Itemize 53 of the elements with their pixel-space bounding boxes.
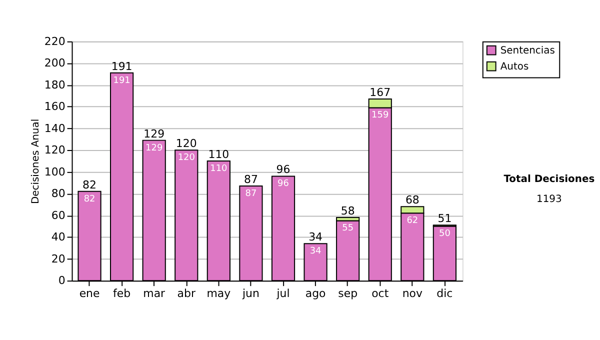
x-tick-label: abr — [177, 287, 196, 300]
total-label: 87 — [244, 172, 258, 186]
total-label: 51 — [438, 212, 452, 226]
y-tick-label: 0 — [58, 274, 66, 288]
x-tick-label: jun — [241, 287, 260, 300]
data-label: 159 — [372, 110, 389, 121]
total-label: 129 — [144, 127, 165, 140]
total-label: 110 — [208, 148, 230, 161]
legend-label: Sentencias — [500, 45, 555, 56]
data-label: 82 — [84, 194, 96, 204]
x-tick-label: jul — [276, 287, 290, 300]
x-tick-label: feb — [113, 287, 131, 300]
data-label: 120 — [178, 153, 196, 164]
y-tick-label: 80 — [51, 187, 66, 200]
y-tick-label: 160 — [44, 100, 66, 114]
data-label: 62 — [406, 216, 418, 226]
x-tick-label: oct — [372, 287, 390, 300]
x-tick-label: ene — [79, 287, 100, 300]
legend-label: Autos — [500, 61, 529, 72]
x-tick-label: nov — [402, 287, 423, 300]
text: 1193 — [536, 194, 562, 205]
y-axis-title: Decisiones Anual — [30, 118, 42, 204]
total-label: 34 — [308, 230, 323, 244]
data-label: 129 — [146, 143, 163, 154]
total-label: 82 — [82, 178, 96, 192]
x-tick-label: ago — [305, 287, 326, 300]
y-tick-label: 100 — [44, 165, 66, 178]
y-tick-label: 60 — [51, 208, 66, 222]
data-label: 34 — [310, 246, 322, 257]
total-label: 96 — [276, 163, 290, 176]
text: Total Decisiones — [504, 174, 595, 185]
data-label: 110 — [210, 164, 228, 174]
total-label: 120 — [176, 137, 197, 150]
y-tick-label: 140 — [44, 122, 66, 135]
x-tick-label: may — [206, 287, 232, 300]
data-label: 55 — [342, 224, 354, 234]
data-label: 96 — [278, 179, 290, 190]
y-tick-label: 220 — [44, 34, 66, 48]
x-tick-label: mar — [143, 287, 166, 300]
y-tick-label: 20 — [51, 252, 66, 266]
y-tick-label: 120 — [44, 144, 66, 157]
y-tick-label: 180 — [44, 78, 66, 92]
data-label: 191 — [113, 76, 130, 86]
x-tick-label: sep — [338, 287, 358, 300]
total-label: 68 — [405, 194, 420, 207]
total-label: 58 — [340, 204, 355, 218]
y-tick-label: 40 — [51, 230, 66, 244]
y-tick-label: 200 — [44, 56, 66, 70]
x-tick-label: dic — [436, 287, 453, 300]
data-label: 50 — [438, 229, 451, 240]
total-label: 191 — [111, 60, 132, 73]
data-label: 87 — [245, 188, 257, 199]
total-label: 167 — [370, 86, 391, 100]
